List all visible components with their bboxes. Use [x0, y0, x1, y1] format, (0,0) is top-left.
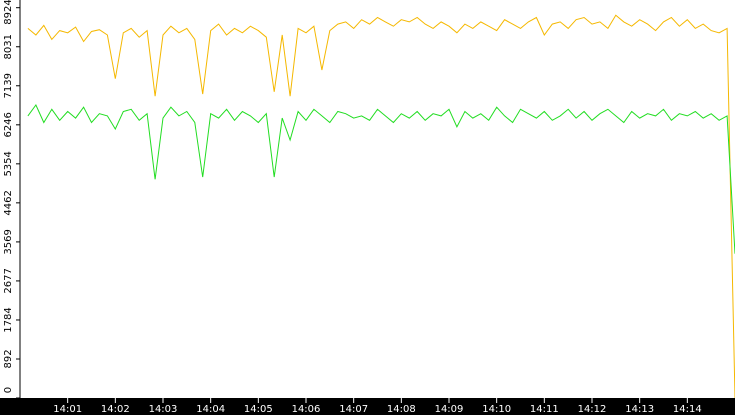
x-tick-label: 14:07 [339, 404, 368, 415]
y-tick-label: 0 [3, 387, 14, 393]
x-tick-label: 14:05 [244, 404, 273, 415]
x-tick-label: 14:13 [625, 404, 654, 415]
y-tick-label: 8031 [3, 34, 14, 59]
y-tick-label: 7139 [3, 73, 14, 98]
x-axis-bar [0, 398, 735, 415]
x-tick-label: 14:03 [149, 404, 178, 415]
x-tick-label: 14:04 [196, 404, 225, 415]
y-tick-label: 4462 [3, 190, 14, 215]
series-line [27, 14, 735, 399]
x-tick-label: 14:06 [292, 404, 321, 415]
x-tick-label: 14:14 [673, 404, 702, 415]
series-line [27, 104, 735, 254]
x-tick-label: 14:12 [578, 404, 607, 415]
y-tick-label: 5354 [3, 151, 14, 176]
x-tick-label: 14:01 [53, 404, 82, 415]
y-tick-label: 2677 [3, 268, 14, 293]
x-tick-label: 14:08 [387, 404, 416, 415]
x-tick-label: 14:11 [530, 404, 559, 415]
y-tick-label: 8924 [3, 0, 14, 25]
x-tick-label: 14:10 [482, 404, 511, 415]
y-tick-label: 1784 [3, 307, 14, 332]
x-tick-label: 14:09 [435, 404, 464, 415]
y-tick-label: 3569 [3, 229, 14, 254]
y-tick-label: 892 [3, 349, 14, 368]
y-tick-label: 6246 [3, 112, 14, 137]
x-tick-label: 14:02 [101, 404, 130, 415]
